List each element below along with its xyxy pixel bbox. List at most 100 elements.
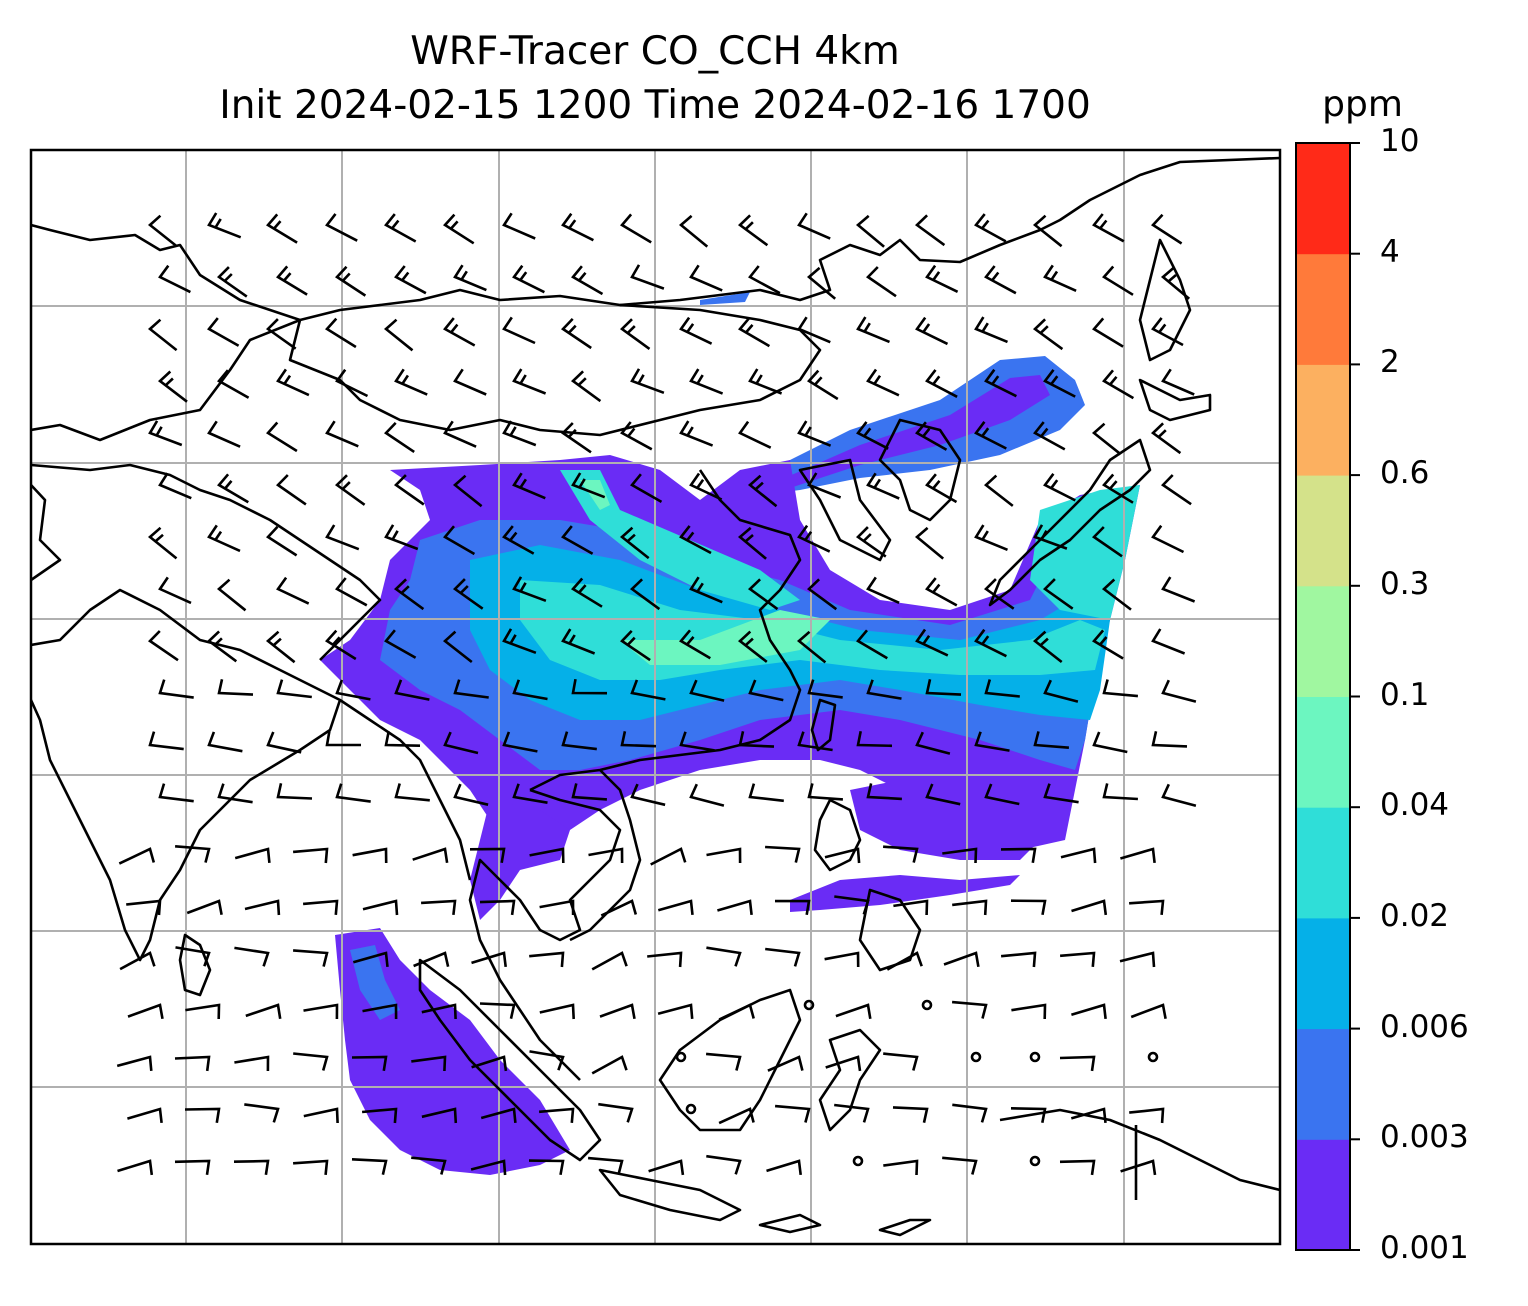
wind-barb xyxy=(512,783,548,804)
wind-barb xyxy=(748,265,781,295)
coastline-hokkaido xyxy=(1138,238,1192,362)
wind-barb xyxy=(630,783,666,807)
wind-barb xyxy=(394,265,427,295)
wind-barb xyxy=(856,421,889,450)
wind-barb xyxy=(276,265,308,296)
wind-barb xyxy=(383,318,414,352)
wind-barb xyxy=(276,679,312,699)
wind-barb xyxy=(147,214,178,248)
wind-barb xyxy=(233,1159,270,1175)
wind-barb xyxy=(737,526,767,560)
wind-barb xyxy=(352,847,388,864)
wind-barb xyxy=(825,1055,862,1072)
plume-upper-ribbon-core xyxy=(580,480,610,510)
colorbar-segment xyxy=(1296,253,1350,365)
wind-barb xyxy=(560,317,592,350)
wind-barb xyxy=(689,264,723,292)
wind-barb xyxy=(717,899,753,916)
wind-barb xyxy=(1102,679,1139,698)
coastlines xyxy=(31,156,1280,1237)
wind-barb xyxy=(650,847,687,866)
wind-barb xyxy=(1161,679,1197,703)
wind-calm-marker xyxy=(803,999,815,1011)
wind-barb xyxy=(265,318,297,350)
wind-barb xyxy=(774,899,811,916)
wind-barb xyxy=(1043,783,1079,804)
wind-barb xyxy=(157,370,188,403)
wind-barb xyxy=(174,1159,211,1175)
wind-calm-marker xyxy=(1029,1051,1041,1063)
wind-barb xyxy=(591,951,628,971)
wind-barb xyxy=(148,731,184,751)
wind-barb xyxy=(1042,578,1074,610)
coastline-mongolia xyxy=(288,303,822,437)
wind-barb xyxy=(620,421,653,451)
coastline-taiwan xyxy=(810,698,837,752)
wind-barb xyxy=(1102,473,1134,504)
wind-barb xyxy=(619,526,650,560)
plume-indochina xyxy=(470,800,570,920)
colorbar-segment xyxy=(1296,143,1350,255)
wind-barb xyxy=(206,630,238,663)
coastline-java xyxy=(598,1168,742,1222)
wind-barb xyxy=(892,1106,929,1123)
coastline-sri-lanka xyxy=(178,933,212,997)
wind-barb xyxy=(866,576,900,604)
wind-barb xyxy=(1102,369,1135,400)
wind-barb xyxy=(952,1103,988,1123)
wind-barb xyxy=(1010,1107,1047,1123)
wind-barb xyxy=(394,368,428,396)
wind-barb xyxy=(915,316,949,346)
wind-barb xyxy=(1102,265,1134,296)
wind-barb xyxy=(620,213,652,244)
wind-barb xyxy=(571,577,603,608)
wind-barb xyxy=(866,679,902,700)
wind-barb xyxy=(234,946,270,967)
wind-barb xyxy=(351,1055,388,1072)
wind-barb xyxy=(599,1003,636,1020)
wind-barb xyxy=(587,1156,624,1175)
coastline-luzon xyxy=(813,798,862,872)
wind-barb xyxy=(384,213,417,243)
wind-barb xyxy=(234,1055,270,1072)
wind-barb xyxy=(748,679,784,702)
wind-barb xyxy=(748,783,784,803)
wind-barb xyxy=(411,1156,447,1175)
wind-barb xyxy=(147,630,179,662)
wind-barb xyxy=(293,1159,329,1176)
wind-barb xyxy=(886,951,923,971)
wind-barb xyxy=(1033,524,1068,550)
wind-barb xyxy=(866,368,900,397)
wind-barb xyxy=(480,1107,517,1124)
coastline-vietnam xyxy=(569,769,642,942)
wind-barb xyxy=(1151,524,1185,554)
wind-barb xyxy=(866,783,902,801)
wind-barb xyxy=(384,524,419,551)
wind-barb xyxy=(1032,630,1063,664)
wind-barb xyxy=(479,1002,516,1019)
wind-barb xyxy=(217,473,249,504)
map-title-line2: Init 2024-02-15 1200 Time 2024-02-16 170… xyxy=(219,83,1091,128)
wind-barb xyxy=(1092,629,1124,660)
wind-barb xyxy=(1160,266,1191,300)
wind-barb xyxy=(1101,578,1132,611)
wind-barb xyxy=(469,847,506,864)
wind-barb xyxy=(984,265,1017,295)
wind-barb xyxy=(706,1154,742,1175)
colorbar-tick-label: 0.6 xyxy=(1380,455,1430,492)
wind-barb xyxy=(471,951,507,968)
wind-barb xyxy=(325,629,357,661)
wind-barb xyxy=(175,946,211,967)
wind-barb xyxy=(915,628,949,657)
wind-barb xyxy=(765,947,801,967)
map-title-line1: WRF-Tracer CO_CCH 4km xyxy=(410,29,900,74)
wind-barb xyxy=(824,847,861,864)
wind-barb xyxy=(797,420,832,447)
wind-barb xyxy=(807,472,842,499)
wind-barb xyxy=(158,679,194,699)
wind-barb xyxy=(276,783,313,800)
wind-barb xyxy=(561,628,596,655)
wind-barb xyxy=(951,1000,988,1019)
wind-barb xyxy=(883,845,919,863)
wind-barb xyxy=(974,421,1007,450)
